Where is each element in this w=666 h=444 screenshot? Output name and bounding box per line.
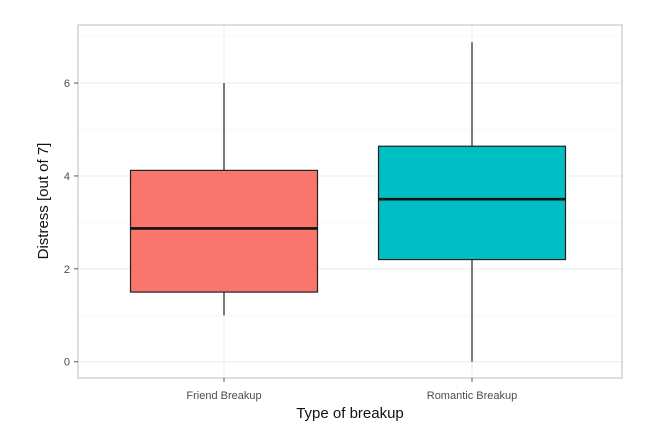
box-iqr: [377, 145, 567, 261]
box-romantic-breakup: [377, 42, 567, 362]
x-tick-label: Friend Breakup: [186, 390, 261, 402]
y-tick-label: 2: [64, 264, 70, 276]
plot-panel-border: [77, 24, 623, 379]
box-iqr: [129, 169, 319, 293]
y-tick-label: 0: [64, 357, 70, 369]
box-friend-breakup: [129, 83, 319, 316]
x-axis-title: Type of breakup: [296, 405, 404, 422]
y-tick-label: 6: [64, 78, 70, 90]
y-axis-ticks: 0 2 4 6: [64, 78, 78, 369]
x-axis-ticks: Friend Breakup Romantic Breakup: [186, 378, 517, 402]
y-tick-label: 4: [64, 171, 70, 183]
boxes: [129, 42, 567, 362]
x-tick-label: Romantic Breakup: [427, 390, 518, 402]
y-axis-title: Distress [out of 7]: [35, 143, 52, 260]
